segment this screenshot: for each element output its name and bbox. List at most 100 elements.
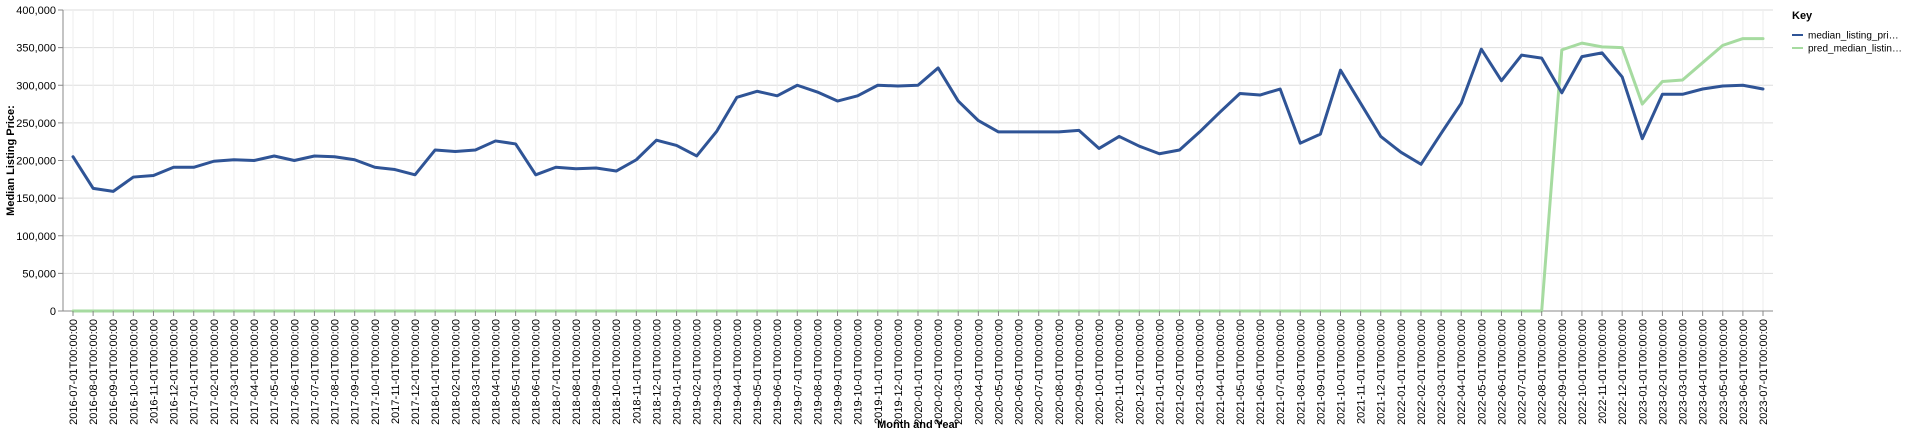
x-tick-label: 2017-02-01T00:00:00 — [209, 319, 221, 425]
x-tick-label: 2017-09-01T00:00:00 — [350, 319, 362, 425]
x-tick-label: 2019-09-01T00:00:00 — [833, 319, 845, 425]
series-line-1 — [71, 47, 1765, 193]
x-tick-label: 2019-07-01T00:00:00 — [792, 319, 804, 425]
x-tick-label: 2023-04-01T00:00:00 — [1698, 319, 1710, 425]
x-tick-label: 2017-07-01T00:00:00 — [309, 319, 321, 425]
x-tick-label: 2016-10-01T00:00:00 — [128, 319, 140, 425]
x-tick-label: 2019-05-01T00:00:00 — [752, 319, 764, 425]
x-tick-label: 2020-06-01T00:00:00 — [1014, 319, 1026, 425]
legend-items: median_listing_pri… pred_median_listin… — [1792, 31, 1902, 55]
x-tick-label: 2021-03-01T00:00:00 — [1195, 319, 1207, 425]
y-tick-label: 400,000 — [16, 5, 56, 17]
y-tick-label: 300,000 — [16, 80, 56, 92]
x-tick-label: 2023-05-01T00:00:00 — [1718, 319, 1730, 425]
x-tick-label: 2020-12-01T00:00:00 — [1134, 319, 1146, 425]
x-tick-label: 2021-04-01T00:00:00 — [1215, 319, 1227, 425]
y-tick-label: 250,000 — [16, 118, 56, 130]
x-tick-label: 2022-05-01T00:00:00 — [1476, 319, 1488, 425]
x-tick-label: 2018-12-01T00:00:00 — [651, 319, 663, 425]
x-tick-label: 2019-03-01T00:00:00 — [712, 319, 724, 425]
x-tick-label: 2022-02-01T00:00:00 — [1416, 319, 1428, 425]
x-tick-label: 2023-02-01T00:00:00 — [1657, 319, 1669, 425]
x-tick-label: 2016-11-01T00:00:00 — [148, 319, 160, 424]
x-tick-label: 2016-12-01T00:00:00 — [169, 319, 181, 425]
y-tick-label: 50,000 — [22, 268, 56, 280]
x-tick-label: 2021-09-01T00:00:00 — [1315, 319, 1327, 425]
x-tick-label: 2017-11-01T00:00:00 — [390, 319, 402, 424]
x-tick-label: 2023-07-01T00:00:00 — [1758, 319, 1770, 425]
x-tick-label: 2022-12-01T00:00:00 — [1617, 319, 1629, 425]
y-tick-label: 150,000 — [16, 193, 56, 205]
x-tick-label: 2021-01-01T00:00:00 — [1154, 319, 1166, 425]
x-tick-label: 2019-06-01T00:00:00 — [772, 319, 784, 425]
x-tick-label: 2022-08-01T00:00:00 — [1537, 319, 1549, 425]
x-tick-label: 2020-09-01T00:00:00 — [1074, 319, 1086, 425]
x-tick-label: 2021-05-01T00:00:00 — [1235, 319, 1247, 425]
x-tick-label: 2019-01-01T00:00:00 — [672, 319, 684, 425]
x-tick-label: 2020-07-01T00:00:00 — [1034, 319, 1046, 425]
legend-label: median_listing_pri… — [1808, 31, 1899, 42]
x-axis-title: Month and Year — [877, 419, 959, 431]
x-tick-label: 2018-04-01T00:00:00 — [491, 319, 503, 425]
x-tick-label: 2018-08-01T00:00:00 — [571, 319, 583, 425]
x-tick-label: 2021-02-01T00:00:00 — [1175, 319, 1187, 425]
x-tick-label: 2017-06-01T00:00:00 — [289, 319, 301, 425]
x-tick-label: 2018-05-01T00:00:00 — [511, 319, 523, 425]
x-tick-label: 2021-11-01T00:00:00 — [1356, 319, 1368, 424]
x-tick-label: 2018-07-01T00:00:00 — [551, 319, 563, 425]
x-tick-label: 2022-03-01T00:00:00 — [1436, 319, 1448, 425]
x-tick-label: 2016-09-01T00:00:00 — [108, 319, 120, 425]
x-tick-label: 2018-06-01T00:00:00 — [531, 319, 543, 425]
x-tick-label: 2017-03-01T00:00:00 — [229, 319, 241, 425]
x-tick-label: 2018-09-01T00:00:00 — [591, 319, 603, 425]
x-tick-label: 2019-10-01T00:00:00 — [853, 319, 865, 425]
x-tick-label: 2023-01-01T00:00:00 — [1637, 319, 1649, 425]
x-tick-label: 2022-07-01T00:00:00 — [1517, 319, 1529, 425]
x-tick-label: 2021-08-01T00:00:00 — [1295, 319, 1307, 425]
x-tick-label: 2020-10-01T00:00:00 — [1094, 319, 1106, 425]
x-tick-label: 2021-10-01T00:00:00 — [1336, 319, 1348, 425]
x-tick-label: 2021-06-01T00:00:00 — [1255, 319, 1267, 425]
y-tick-labels: 0 50,000 100,000 150,000 200,000 250,000 300,0… — [16, 5, 63, 318]
x-tick-label: 2017-12-01T00:00:00 — [410, 319, 422, 425]
x-tick-label: 2020-01-01T00:00:00 — [913, 319, 925, 425]
x-tick-label: 2021-12-01T00:00:00 — [1376, 319, 1388, 425]
legend-title: Key — [1792, 10, 1813, 22]
legend: Key median_listing_pri… pred_median_listi… — [1792, 10, 1902, 55]
x-tick-label: 2016-08-01T00:00:00 — [88, 319, 100, 425]
x-tick-label: 2017-08-01T00:00:00 — [330, 319, 342, 425]
x-tick-label: 2019-02-01T00:00:00 — [692, 319, 704, 425]
x-tick-label: 2020-05-01T00:00:00 — [993, 319, 1005, 425]
x-tick-label: 2018-10-01T00:00:00 — [611, 319, 623, 425]
x-tick-label: 2019-08-01T00:00:00 — [812, 319, 824, 425]
legend-label: pred_median_listin… — [1808, 44, 1902, 55]
y-tick-label: 0 — [50, 306, 56, 318]
x-tick-label: 2022-06-01T00:00:00 — [1496, 319, 1508, 425]
x-tick-label: 2019-04-01T00:00:00 — [732, 319, 744, 425]
x-tick-label: 2023-03-01T00:00:00 — [1678, 319, 1690, 425]
x-tick-label: 2018-01-01T00:00:00 — [430, 319, 442, 425]
x-tick-label: 2021-07-01T00:00:00 — [1275, 319, 1287, 425]
x-tick-label: 2022-04-01T00:00:00 — [1456, 319, 1468, 425]
x-tick-label: 2017-05-01T00:00:00 — [269, 319, 281, 425]
x-tick-label: 2020-11-01T00:00:00 — [1114, 319, 1126, 424]
x-tick-label: 2018-02-01T00:00:00 — [450, 319, 462, 425]
x-tick-label: 2022-09-01T00:00:00 — [1557, 319, 1569, 425]
gridlines — [63, 9, 1773, 312]
x-tick-label: 2017-04-01T00:00:00 — [249, 319, 261, 425]
y-tick-label: 100,000 — [16, 231, 56, 243]
x-tick-label: 2019-12-01T00:00:00 — [893, 319, 905, 425]
x-tick-label: 2022-01-01T00:00:00 — [1396, 319, 1408, 425]
x-tick-label: 2018-03-01T00:00:00 — [470, 319, 482, 425]
x-tick-label: 2018-11-01T00:00:00 — [631, 319, 643, 424]
x-tick-label: 2023-06-01T00:00:00 — [1738, 319, 1750, 425]
x-tick-labels: 2016-07-01T00:00:00 2016-08-01T00:00:00 20… — [68, 311, 1770, 425]
x-tick-label: 2020-08-01T00:00:00 — [1054, 319, 1066, 425]
y-tick-label: 200,000 — [16, 156, 56, 168]
x-tick-label: 2022-11-01T00:00:00 — [1597, 319, 1609, 424]
y-axis-title: Median Listing Price: — [5, 105, 17, 216]
x-tick-label: 2017-01-01T00:00:00 — [189, 319, 201, 425]
x-tick-label: 2020-02-01T00:00:00 — [933, 319, 945, 425]
